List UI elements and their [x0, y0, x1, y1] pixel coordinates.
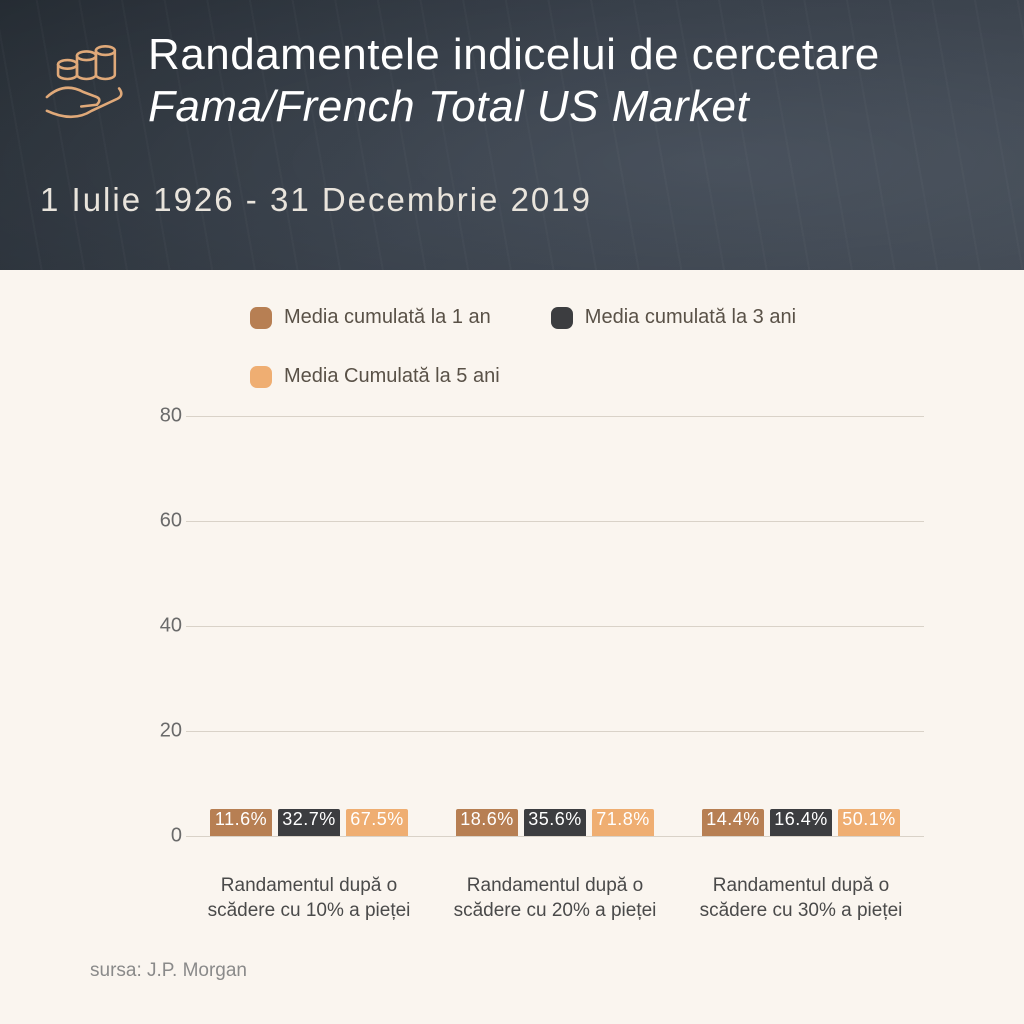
legend-swatch	[551, 307, 573, 329]
y-tick: 0	[136, 825, 182, 848]
legend-label: Media Cumulată la 5 ani	[284, 365, 500, 388]
gridline	[186, 836, 924, 837]
bar: 32.7%	[278, 809, 340, 836]
legend-swatch	[250, 307, 272, 329]
x-axis-labels: Randamentul după o scădere cu 10% a pieț…	[186, 873, 924, 924]
title-line-1: Randamentele indicelui de cercetare	[148, 30, 984, 80]
x-axis-label: Randamentul după o scădere cu 20% a pieț…	[452, 873, 659, 924]
bar-groups: 11.6% 32.7% 67.5% 18.6% 35.6% 71.8% 14.4% 16.4%…	[186, 416, 924, 836]
title-block: Randamentele indicelui de cercetare Fama…	[148, 30, 984, 132]
legend-label: Media cumulată la 3 ani	[585, 306, 796, 329]
bar: 71.8%	[592, 809, 654, 836]
bar-value-label: 50.1%	[842, 809, 896, 836]
bar: 16.4%	[770, 809, 832, 836]
y-tick: 60	[136, 510, 182, 533]
bar: 67.5%	[346, 809, 408, 836]
bar-value-label: 32.7%	[282, 809, 336, 836]
title-line-2: Fama/French Total US Market	[148, 82, 984, 132]
bar-value-label: 16.4%	[774, 809, 828, 836]
date-range-subtitle: 1 Iulie 1926 - 31 Decembrie 2019	[40, 181, 984, 219]
coins-hand-icon	[40, 42, 126, 133]
bar-group: 14.4% 16.4% 50.1%	[698, 809, 905, 836]
x-axis-label: Randamentul după o scădere cu 30% a pieț…	[698, 873, 905, 924]
bar-value-label: 11.6%	[215, 809, 267, 836]
bar: 18.6%	[456, 809, 518, 836]
header-banner: Randamentele indicelui de cercetare Fama…	[0, 0, 1024, 270]
chart-plot: 020406080 11.6%32.7%67.5%18.6%35.6%71.8%…	[146, 416, 924, 876]
chart-area: Media cumulată la 1 an Media cumulată la …	[0, 270, 1024, 1024]
bar-value-label: 71.8%	[596, 809, 650, 836]
legend-item: Media cumulată la 1 an	[250, 306, 491, 329]
chart-legend: Media cumulată la 1 an Media cumulată la …	[250, 306, 890, 388]
legend-item: Media Cumulată la 5 ani	[250, 365, 500, 388]
bar-value-label: 35.6%	[528, 809, 582, 836]
bar-value-label: 14.4%	[706, 809, 760, 836]
bar-value-label: 67.5%	[350, 809, 404, 836]
y-tick: 20	[136, 720, 182, 743]
y-tick: 40	[136, 615, 182, 638]
legend-swatch	[250, 366, 272, 388]
source-text: sursa: J.P. Morgan	[90, 960, 934, 982]
bar: 11.6%	[210, 809, 272, 836]
bar: 14.4%	[702, 809, 764, 836]
bar-group: 18.6% 35.6% 71.8%	[452, 809, 659, 836]
bar-value-label: 18.6%	[460, 809, 514, 836]
bar: 50.1%	[838, 809, 900, 836]
y-tick: 80	[136, 405, 182, 428]
y-axis: 020406080	[136, 416, 182, 836]
bar-group: 11.6% 32.7% 67.5%	[206, 809, 413, 836]
header-top: Randamentele indicelui de cercetare Fama…	[40, 30, 984, 133]
legend-item: Media cumulată la 3 ani	[551, 306, 796, 329]
legend-label: Media cumulată la 1 an	[284, 306, 491, 329]
x-axis-label: Randamentul după o scădere cu 10% a pieț…	[206, 873, 413, 924]
bar: 35.6%	[524, 809, 586, 836]
